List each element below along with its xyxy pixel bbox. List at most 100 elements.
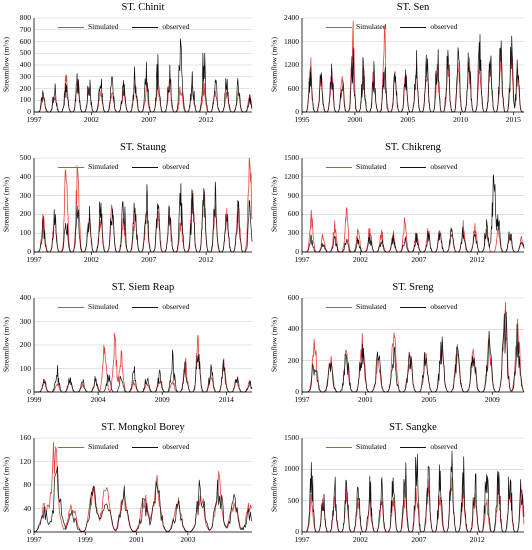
y-tick-label: 500	[287, 495, 299, 505]
x-tick-label: 1997	[26, 115, 42, 124]
legend-swatch-simulated	[58, 26, 84, 28]
y-tick-label: 600	[287, 293, 299, 302]
x-tick-label: 2002	[352, 255, 368, 264]
legend-item-observed: observed	[132, 162, 190, 171]
chart-title: ST. Sangke	[389, 422, 437, 433]
chart-svg	[33, 437, 252, 535]
legend-label-simulated: Simulated	[356, 302, 387, 311]
legend-item-observed: observed	[132, 302, 190, 311]
legend-label-observed: observed	[430, 162, 458, 171]
series-line-observed	[302, 450, 525, 533]
y-tick-label: 40	[23, 503, 32, 513]
y-tick-label: 1500	[284, 153, 299, 162]
y-tick-label: 200	[19, 340, 31, 349]
legend-item-observed: observed	[132, 442, 190, 451]
y-tick-label: 100	[19, 95, 31, 105]
series-line-simulated	[34, 157, 253, 253]
legend-label-observed: observed	[162, 22, 190, 31]
y-tick-label: 120	[19, 456, 31, 466]
y-tick-label: 300	[19, 190, 31, 200]
x-tick-label: 2012	[469, 255, 485, 264]
chart-legend: Simulated observed	[326, 162, 472, 171]
y-tick-label: 600	[287, 83, 299, 93]
legend-label-simulated: Simulated	[88, 22, 119, 31]
axis-frame	[33, 298, 252, 393]
chart-title: ST. Siem Reap	[111, 282, 175, 293]
legend-swatch-observed	[132, 306, 159, 308]
legend-label-simulated: Simulated	[88, 302, 119, 311]
x-tick-label: 1999	[26, 395, 42, 404]
x-tick-label: 2001	[357, 395, 373, 404]
chart-panel: ST. Sen Simulated observed Streamflow (m³/s…	[268, 0, 530, 130]
y-tick-label: 300	[287, 228, 299, 238]
x-tick-label: 2009	[484, 395, 500, 404]
y-tick-label: 80	[23, 480, 32, 489]
chart-legend: Simulated observed	[326, 302, 472, 311]
chart-svg	[33, 17, 253, 115]
y-tick-label: 0	[27, 247, 31, 256]
x-tick-label: 2002	[83, 255, 99, 264]
legend-label-simulated: Simulated	[356, 162, 387, 171]
legend-item-simulated: Simulated	[326, 442, 386, 451]
legend-swatch-simulated	[326, 446, 352, 448]
legend-swatch-observed	[400, 306, 427, 308]
chart-panel: ST. Staung Simulated observed Streamflow (m…	[0, 140, 258, 270]
y-tick-label: 700	[19, 24, 31, 34]
y-tick-label: 0	[27, 527, 31, 536]
chart-panel: ST. Chikreng Simulated observed Streamflow …	[268, 140, 530, 270]
y-tick-label: 0	[27, 387, 31, 396]
y-tick-label: 400	[287, 324, 299, 334]
y-tick-label: 0	[295, 387, 299, 396]
y-tick-label: 2400	[284, 13, 299, 22]
y-tick-label: 400	[19, 171, 31, 181]
series-line-observed	[34, 38, 253, 113]
y-tick-label: 1800	[284, 36, 299, 46]
legend-swatch-observed	[132, 26, 159, 28]
y-tick-label: 1500	[284, 433, 299, 442]
legend-item-simulated: Simulated	[58, 442, 118, 451]
axis-frame	[301, 18, 524, 113]
x-tick-label: 2007	[411, 535, 427, 544]
chart-svg	[301, 297, 525, 395]
series-line-observed	[302, 311, 525, 393]
y-tick-label: 600	[19, 36, 31, 46]
x-tick-label: 2010	[453, 115, 469, 124]
x-tick-label: 2000	[347, 115, 363, 124]
chart-svg	[33, 157, 253, 255]
chart-title: ST. Chikreng	[385, 142, 441, 153]
legend-swatch-simulated	[58, 446, 84, 448]
legend-label-simulated: Simulated	[88, 162, 119, 171]
axis-frame	[301, 158, 524, 253]
legend-label-observed: observed	[430, 442, 458, 451]
series-line-observed	[302, 174, 525, 253]
y-tick-label: 500	[19, 153, 31, 162]
y-tick-label: 900	[287, 190, 299, 200]
axis-frame	[301, 298, 524, 393]
legend-item-simulated: Simulated	[326, 302, 386, 311]
x-tick-label: 2002	[352, 535, 368, 544]
legend-swatch-observed	[132, 166, 159, 168]
y-tick-label: 300	[19, 71, 31, 81]
x-tick-label: 2012	[469, 535, 485, 544]
y-tick-label: 100	[19, 363, 31, 373]
y-tick-label: 200	[287, 355, 299, 365]
legend-label-simulated: Simulated	[88, 442, 119, 451]
legend-item-observed: observed	[400, 162, 458, 171]
x-tick-label: 1997	[294, 255, 310, 264]
x-tick-label: 2007	[141, 115, 157, 124]
chart-legend: Simulated observed	[326, 442, 472, 451]
chart-legend: Simulated observed	[326, 22, 472, 31]
x-tick-label: 1997	[294, 395, 310, 404]
legend-swatch-simulated	[326, 166, 352, 168]
y-tick-label: 500	[19, 48, 31, 58]
y-tick-label: 200	[19, 209, 31, 219]
legend-swatch-simulated	[58, 166, 84, 168]
legend-swatch-simulated	[58, 306, 84, 308]
legend-label-observed: observed	[162, 302, 190, 311]
chart-panel: ST. Sreng Simulated observed Streamflow (m³…	[268, 280, 530, 410]
legend-swatch-observed	[400, 166, 427, 168]
x-tick-label: 2014	[218, 395, 234, 404]
x-tick-label: 2009	[154, 395, 170, 404]
y-tick-label: 1200	[284, 60, 299, 69]
series-line-observed	[34, 181, 253, 253]
